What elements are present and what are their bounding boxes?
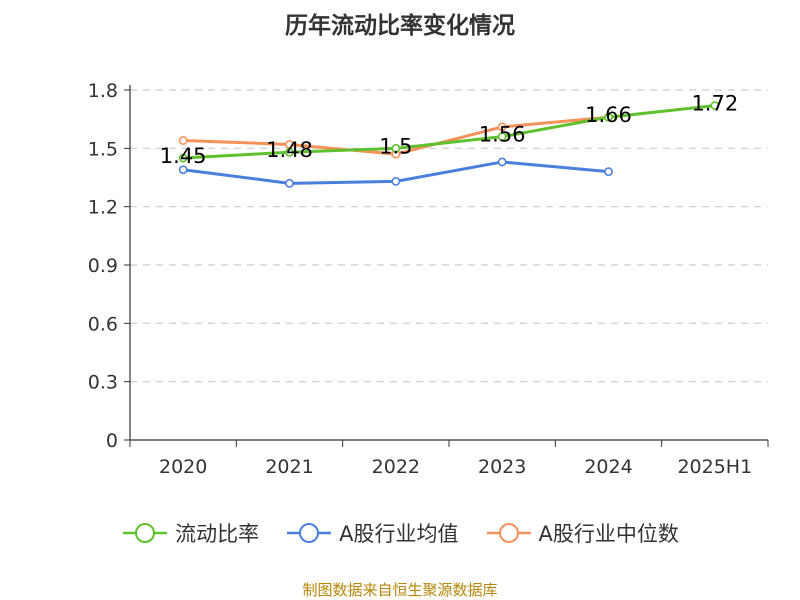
x-tick-label: 2020 [159,456,207,478]
axis-layer: 0 0.3 0.6 0.9 1.2 1.5 1.8 2020 2021 2022 2023 2024 2… [88,80,769,478]
y-tick-label: 0.3 [88,372,118,394]
series-point-0 [391,143,401,153]
x-tick-label: 2024 [584,456,632,478]
series-point-0 [178,153,188,163]
data-label: 1.72 [691,92,738,116]
series-point-1 [604,167,613,177]
data-label-layer: 1.45 1.48 1.5 1.56 1.66 1.72 [160,92,738,169]
legend-line-marker-icon [287,523,332,543]
series-layer [178,101,720,188]
x-tick-label: 2021 [265,456,313,478]
x-tick-label: 2023 [478,456,526,478]
y-tick-label: 1.8 [88,80,118,102]
grid-layer [130,89,768,383]
line-chart: 0 0.3 0.6 0.9 1.2 1.5 1.8 2020 2021 2022 2023 2024 2… [88,80,769,478]
y-tick-label: 1.2 [88,197,118,219]
legend-item-1[interactable]: A股行业均值 [285,518,459,548]
data-label: 1.66 [585,103,632,127]
legend-label: A股行业中位数 [538,522,679,546]
data-label: 1.56 [479,123,526,147]
y-tick-label: 1.5 [88,138,118,160]
legend-line-marker-icon [486,523,531,543]
y-tick-label: 0.9 [88,255,118,277]
series-point-0 [497,132,507,142]
data-label: 1.5 [379,134,412,158]
series-point-0 [285,147,294,157]
y-tick-label: 0.6 [88,313,118,335]
legend-item-0[interactable]: 流动比率 [121,518,259,548]
legend: 流动比率 A股行业均值 A股行业中位数 [0,518,800,548]
series-point-1 [178,165,188,175]
data-label: 1.45 [160,144,207,168]
legend-label: A股行业均值 [339,522,459,546]
legend-item-2[interactable]: A股行业中位数 [485,518,679,548]
legend-label: 流动比率 [175,522,260,546]
series-line-0 [183,104,715,160]
source-note: 制图数据来自恒生聚源数据库 [302,581,498,599]
legend-line-marker-icon [123,523,168,543]
series-point-1 [391,176,401,186]
data-label: 1.48 [266,138,313,162]
x-tick-label: 2022 [372,456,420,478]
series-point-1 [285,178,294,188]
x-tick-label: 2025H1 [677,456,752,478]
series-point-2 [178,136,188,145]
series-point-1 [497,157,507,167]
series-point-2 [497,122,507,132]
y-tick-label: 0 [106,430,118,452]
series-point-0 [604,112,613,122]
series-point-0 [710,101,720,110]
chart-title: 历年流动比率变化情况 [285,13,515,39]
